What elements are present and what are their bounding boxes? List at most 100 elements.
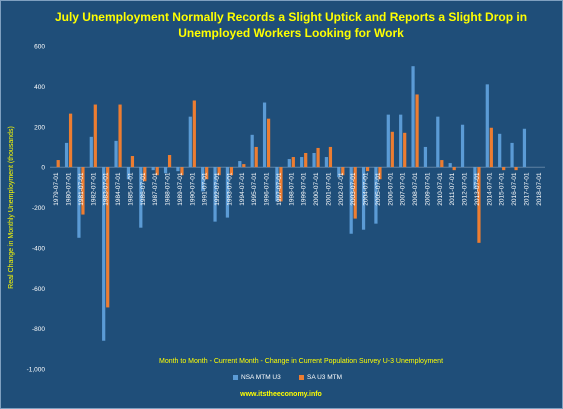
bar-nsa bbox=[102, 167, 106, 341]
legend-label-nsa: NSA MTM U3 bbox=[241, 374, 281, 381]
bar-sa bbox=[205, 167, 209, 180]
x-tick-label: 1981-07-01 bbox=[78, 172, 85, 206]
x-tick-label: 1996-07-01 bbox=[264, 172, 271, 206]
x-tick-label: 2007-07-01 bbox=[400, 172, 407, 206]
bar-nsa bbox=[300, 157, 304, 168]
x-tick-label: 2017-07-01 bbox=[523, 172, 530, 206]
bar-nsa bbox=[411, 66, 415, 168]
x-tick-label: 2013-07-01 bbox=[474, 172, 481, 206]
x-tick-label: 2002-07-01 bbox=[338, 172, 345, 206]
bar-nsa bbox=[163, 167, 168, 174]
y-tick-label: -800 bbox=[32, 326, 45, 333]
bar-nsa bbox=[473, 167, 477, 190]
bar-sa bbox=[192, 100, 196, 168]
bar-nsa bbox=[287, 159, 291, 168]
bar-nsa bbox=[139, 167, 143, 228]
bar-nsa bbox=[361, 167, 366, 230]
bar-nsa bbox=[374, 167, 378, 224]
bar-sa bbox=[291, 157, 295, 168]
x-tick-label: 2015-07-01 bbox=[499, 172, 506, 206]
bar-sa bbox=[378, 167, 382, 180]
bar-sa bbox=[68, 113, 73, 168]
bar-sa bbox=[328, 146, 333, 168]
bar-sa bbox=[106, 167, 110, 308]
x-tick-label: 1985-07-01 bbox=[127, 172, 134, 206]
x-tick-label: 1993-07-01 bbox=[226, 172, 233, 206]
bar-nsa bbox=[225, 167, 230, 218]
x-tick-label: 1998-07-01 bbox=[288, 172, 295, 206]
bar-sa bbox=[341, 167, 345, 176]
bar-sa bbox=[353, 167, 357, 219]
x-tick-label: 2018-07-01 bbox=[536, 172, 543, 206]
bar-nsa bbox=[460, 124, 465, 168]
x-tick-label: 1983-07-01 bbox=[103, 172, 110, 206]
bar-nsa bbox=[213, 167, 217, 222]
x-tick-label: 2014-07-01 bbox=[486, 172, 493, 206]
x-tick-label: 1980-07-01 bbox=[66, 172, 73, 206]
x-tick-label: 1994-07-01 bbox=[239, 172, 246, 206]
x-tick-label: 2001-07-01 bbox=[325, 172, 332, 206]
bar-sa bbox=[440, 160, 444, 168]
bar-nsa bbox=[312, 152, 316, 168]
bar-sa bbox=[242, 164, 246, 168]
x-tick-label: 2010-07-01 bbox=[437, 172, 444, 206]
x-tick-label: 2006-07-01 bbox=[387, 172, 394, 206]
bar-sa bbox=[167, 155, 172, 168]
x-tick-label: 2005-07-01 bbox=[375, 172, 382, 206]
bar-sa bbox=[93, 104, 97, 168]
chart-subtitle: Month to Month - Current Month - Change … bbox=[158, 358, 444, 365]
legend-swatch-sa bbox=[299, 375, 304, 380]
bar-sa bbox=[502, 167, 506, 171]
y-tick-label: -200 bbox=[32, 205, 45, 212]
bar-nsa bbox=[89, 136, 93, 168]
site-url: www.itstheeconomy.info bbox=[240, 391, 322, 398]
bar-nsa bbox=[188, 116, 192, 168]
x-tick-label: 1992-07-01 bbox=[214, 172, 221, 206]
bar-nsa bbox=[176, 167, 180, 172]
x-tick-label: 2016-07-01 bbox=[511, 172, 518, 206]
bar-nsa bbox=[510, 142, 514, 168]
bar-sa bbox=[118, 104, 122, 168]
bar-sa bbox=[81, 167, 85, 215]
legend-label-sa: SA U3 MTM bbox=[307, 374, 343, 381]
x-tick-label: 2012-07-01 bbox=[462, 172, 469, 206]
bar-nsa bbox=[522, 128, 527, 168]
bar-nsa bbox=[238, 161, 242, 168]
bar-nsa bbox=[386, 114, 390, 168]
bar-nsa bbox=[64, 142, 69, 168]
x-tick-label: 1991-07-01 bbox=[202, 172, 209, 206]
bar-nsa bbox=[399, 114, 403, 168]
bar-sa bbox=[390, 131, 394, 168]
bar-sa bbox=[514, 167, 518, 171]
legend-swatch-nsa bbox=[233, 375, 238, 380]
y-tick-label: -1,000 bbox=[27, 367, 46, 374]
bar-nsa bbox=[126, 167, 131, 180]
x-tick-label: 1979-07-01 bbox=[53, 172, 60, 206]
bar-sa bbox=[254, 146, 258, 168]
bar-nsa bbox=[498, 133, 502, 168]
bar-sa bbox=[217, 167, 221, 176]
bar-nsa bbox=[275, 167, 279, 202]
bar-nsa bbox=[262, 102, 267, 168]
x-tick-label: 2009-07-01 bbox=[424, 172, 431, 206]
bar-nsa bbox=[337, 167, 341, 178]
bar-sa bbox=[229, 167, 234, 176]
y-tick-label: 0 bbox=[41, 165, 45, 172]
x-tick-label: 1990-07-01 bbox=[189, 172, 196, 206]
bar-nsa bbox=[250, 134, 254, 168]
bar-sa bbox=[489, 127, 493, 168]
bar-nsa bbox=[324, 157, 329, 168]
bar-sa bbox=[452, 167, 456, 171]
x-tick-label: 1986-07-01 bbox=[140, 172, 147, 206]
bar-sa bbox=[56, 160, 60, 168]
bar-nsa bbox=[423, 146, 428, 168]
bar-nsa bbox=[436, 116, 440, 168]
y-axis-title: Real Change in Monthly Unemployment (tho… bbox=[8, 126, 15, 289]
bar-sa bbox=[180, 167, 184, 176]
y-tick-label: -600 bbox=[32, 286, 45, 293]
x-tick-label: 2003-07-01 bbox=[350, 172, 357, 206]
x-tick-label: 1997-07-01 bbox=[276, 172, 283, 206]
bar-nsa bbox=[114, 140, 118, 168]
legend-item-nsa: NSA MTM U3 bbox=[233, 374, 281, 381]
